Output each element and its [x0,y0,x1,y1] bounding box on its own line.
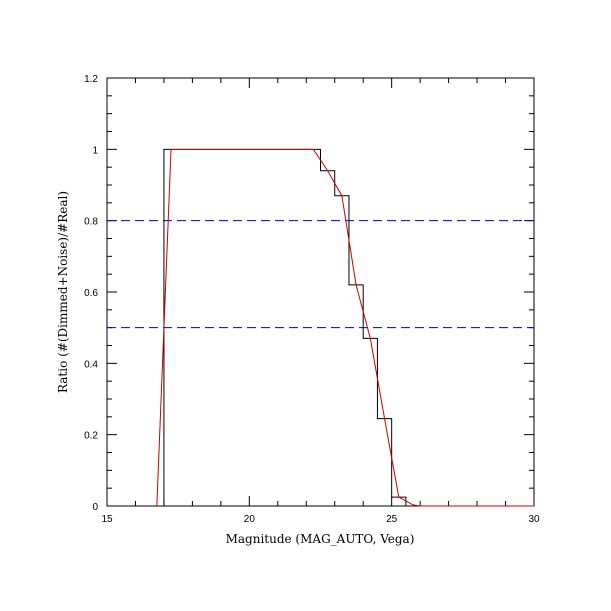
minor-ticks [107,78,534,506]
y-tick-labels: 0 0.2 0.4 0.6 0.8 1 1.2 [84,74,98,513]
plot-frame [106,77,535,507]
x-tick-label: 15 [101,514,113,525]
y-tick-label: 0.2 [84,431,98,442]
series-layer [156,148,534,507]
y-tick-label: 0.4 [84,359,98,370]
x-tick-label: 20 [244,514,256,525]
x-axis-title: Magnitude (MAG_AUTO, Vega) [226,532,415,546]
y-tick-label: 0.6 [84,288,98,299]
x-tick-labels: 15 20 25 30 [101,514,540,525]
major-ticks [106,77,535,507]
histogram-step-series [163,148,534,507]
y-axis-title: Ratio (#(Dimmed+Noise)/#Real) [56,191,70,393]
x-tick-label: 30 [528,514,540,525]
fitted-curve-series [156,148,534,507]
y-tick-label: 1.2 [84,74,98,85]
reference-lines [107,220,534,329]
y-tick-label: 1 [92,145,98,156]
x-tick-label: 25 [386,514,398,525]
y-tick-label: 0 [92,502,98,513]
y-tick-label: 0.8 [84,217,98,228]
